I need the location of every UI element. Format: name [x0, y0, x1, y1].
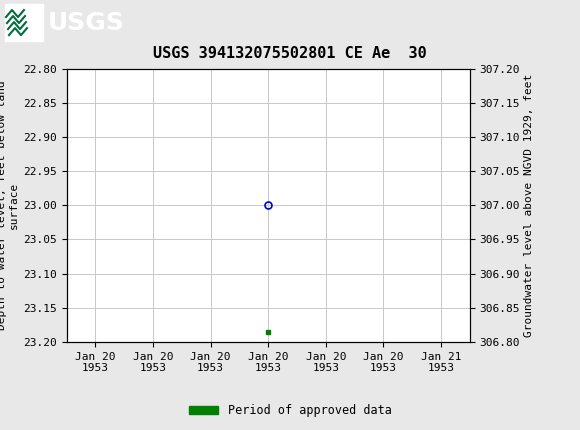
Y-axis label: Groundwater level above NGVD 1929, feet: Groundwater level above NGVD 1929, feet — [524, 74, 534, 337]
Legend: Period of approved data: Period of approved data — [184, 399, 396, 422]
Text: USGS: USGS — [48, 11, 125, 35]
Y-axis label: Depth to water level, feet below land
surface: Depth to water level, feet below land su… — [0, 80, 19, 330]
Text: USGS 394132075502801 CE Ae  30: USGS 394132075502801 CE Ae 30 — [153, 46, 427, 61]
FancyBboxPatch shape — [5, 4, 43, 41]
